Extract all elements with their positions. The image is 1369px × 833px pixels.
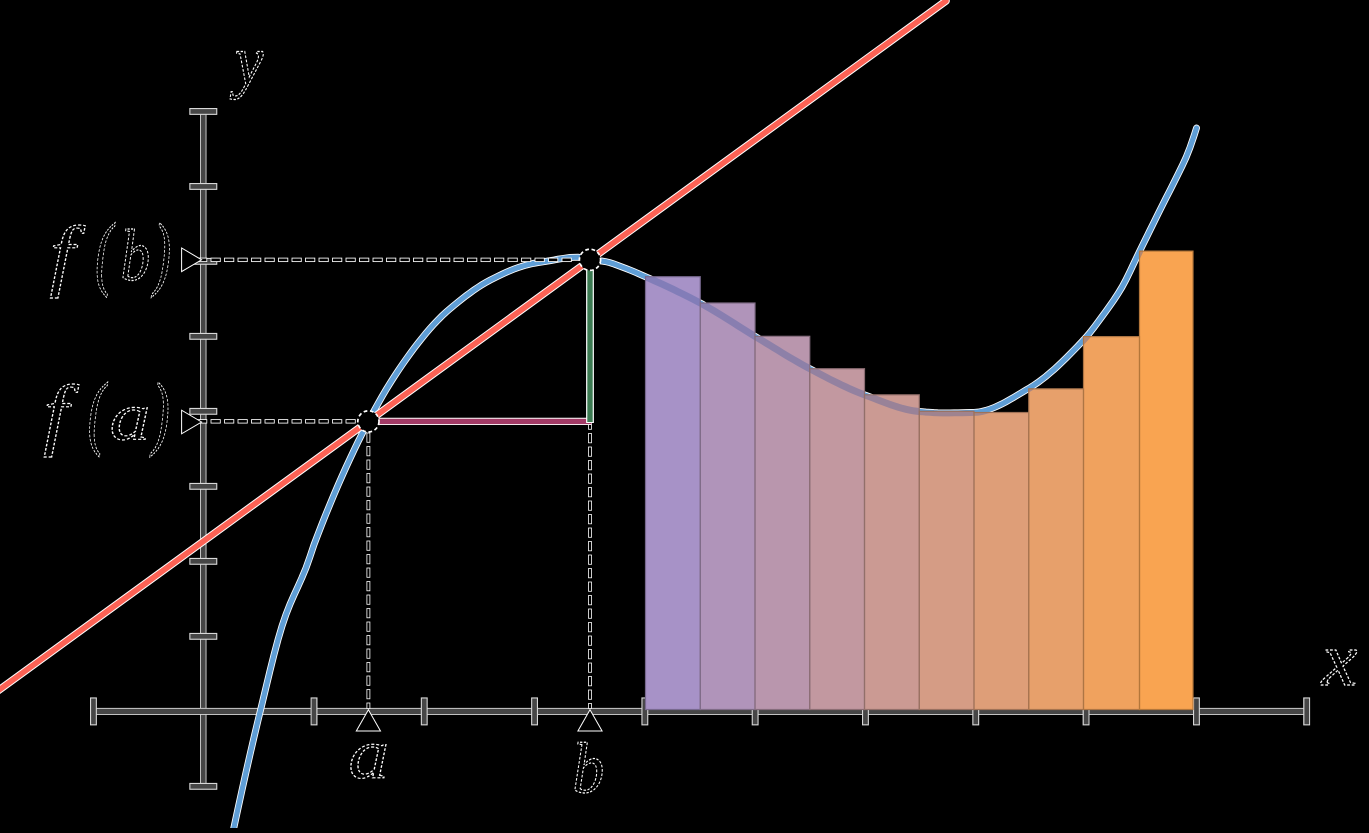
svg-text:): ) xyxy=(151,206,171,298)
svg-text:): ) xyxy=(149,365,169,457)
svg-text:b: b xyxy=(121,216,150,297)
svg-text:a: a xyxy=(349,716,389,794)
svg-text:(: ( xyxy=(88,365,108,457)
svg-text:x: x xyxy=(1321,617,1358,701)
svg-text:y: y xyxy=(230,21,264,100)
svg-text:a: a xyxy=(110,379,150,455)
svg-text:(: ( xyxy=(95,206,115,298)
svg-text:b: b xyxy=(573,729,605,809)
